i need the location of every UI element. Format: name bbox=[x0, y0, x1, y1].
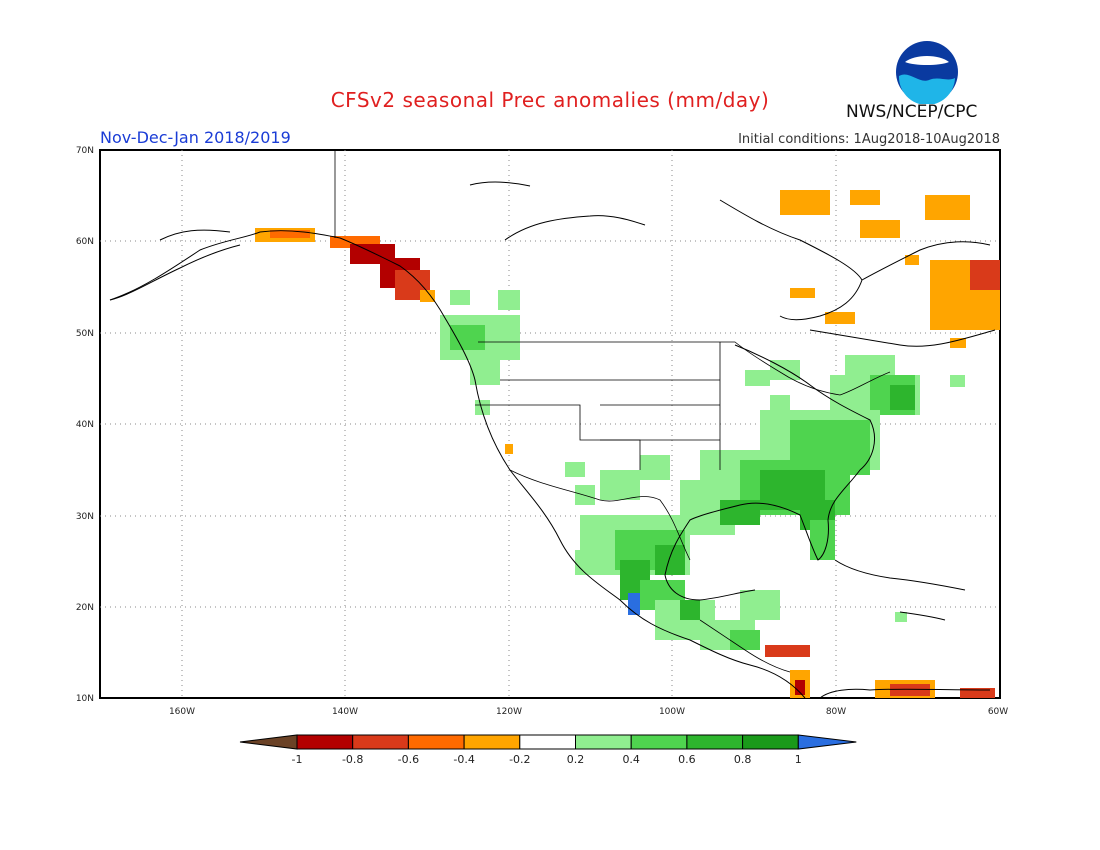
lat-label: 20N bbox=[76, 603, 94, 613]
colorbar-label: 0.6 bbox=[678, 753, 696, 766]
colorbar-label: -0.4 bbox=[453, 753, 474, 766]
colorbar-segment bbox=[463, 734, 521, 750]
lon-label: 160W bbox=[169, 707, 195, 717]
lat-label: 70N bbox=[76, 146, 94, 156]
noaa-logo-icon bbox=[896, 41, 958, 104]
lon-label: 80W bbox=[826, 707, 846, 717]
agency-name: NWS/NCEP/CPC bbox=[846, 102, 978, 122]
lat-label: 10N bbox=[76, 694, 94, 704]
colorbar-label: 0.4 bbox=[622, 753, 640, 766]
colorbar-segment bbox=[575, 734, 632, 750]
colorbar-segment bbox=[742, 734, 799, 750]
lon-label: 120W bbox=[496, 707, 522, 717]
lon-label: 100W bbox=[659, 707, 685, 717]
lon-label: 140W bbox=[332, 707, 358, 717]
colorbar-label: 0.8 bbox=[734, 753, 752, 766]
colorbar-arrow-low bbox=[239, 734, 298, 750]
colorbar-segment bbox=[686, 734, 744, 750]
lat-label: 60N bbox=[76, 237, 94, 247]
forecast-period: Nov-Dec-Jan 2018/2019 bbox=[100, 128, 291, 147]
colorbar-label: 1 bbox=[795, 753, 802, 766]
borders bbox=[334, 150, 891, 673]
lat-label: 40N bbox=[76, 420, 94, 430]
colorbar: -1 -0.8 -0.6 -0.4 -0.2 0.2 0.4 0.6 0.8 1 bbox=[239, 734, 857, 766]
graticule bbox=[100, 150, 1000, 698]
initial-conditions: Initial conditions: 1Aug2018-10Aug2018 bbox=[738, 132, 1000, 147]
colorbar-label: -1 bbox=[292, 753, 303, 766]
colorbar-label: 0.2 bbox=[567, 753, 585, 766]
colorbar-segment bbox=[296, 734, 354, 750]
colorbar-segment bbox=[519, 734, 576, 750]
anomaly-cells bbox=[255, 190, 1000, 698]
colorbar-segment bbox=[407, 734, 465, 750]
coastlines bbox=[109, 181, 996, 699]
colorbar-segment bbox=[352, 734, 409, 750]
colorbar-label: -0.2 bbox=[509, 753, 530, 766]
colorbar-label: -0.6 bbox=[398, 753, 419, 766]
longitude-labels: 160W 140W 120W 100W 80W 60W bbox=[169, 707, 1008, 717]
latitude-labels: 70N 60N 50N 40N 30N 20N 10N bbox=[76, 146, 94, 704]
map-title: CFSv2 seasonal Prec anomalies (mm/day) bbox=[330, 88, 770, 112]
colorbar-arrow-high bbox=[797, 734, 857, 750]
lat-label: 30N bbox=[76, 512, 94, 522]
colorbar-label: -0.8 bbox=[342, 753, 363, 766]
colorbar-segment bbox=[630, 734, 688, 750]
lat-label: 50N bbox=[76, 329, 94, 339]
lon-label: 60W bbox=[988, 707, 1008, 717]
